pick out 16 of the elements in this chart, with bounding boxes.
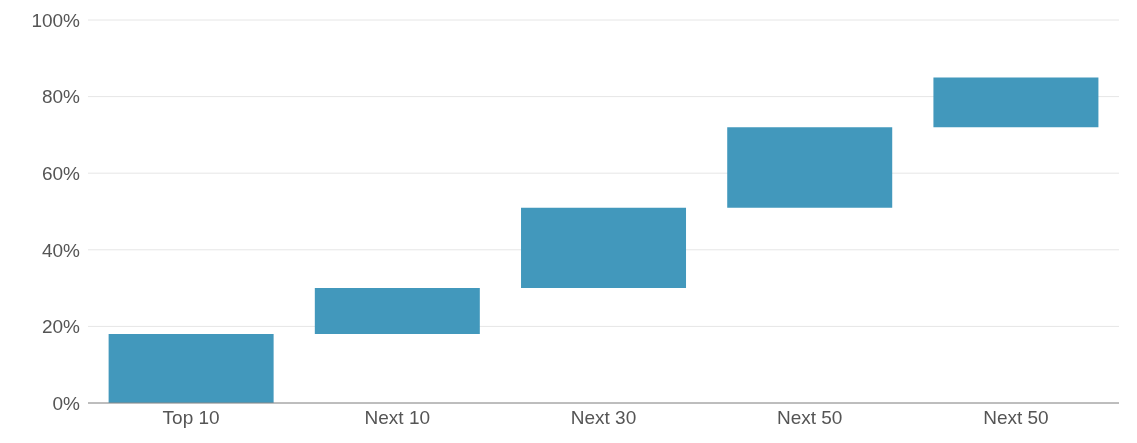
bar bbox=[108, 334, 274, 403]
bar bbox=[521, 207, 687, 289]
bar bbox=[727, 127, 893, 208]
x-tick-label: Top 10 bbox=[162, 407, 220, 429]
y-tick-label: 40% bbox=[41, 239, 81, 261]
y-tick-label: 60% bbox=[41, 162, 81, 184]
bar bbox=[314, 288, 480, 335]
x-tick-label: Next 30 bbox=[570, 407, 637, 429]
y-tick-label: 0% bbox=[52, 392, 81, 414]
y-tick-label: 20% bbox=[41, 316, 81, 338]
y-tick-label: 100% bbox=[31, 9, 81, 31]
x-tick-label: Next 50 bbox=[983, 407, 1049, 429]
bar bbox=[933, 77, 1099, 128]
x-tick-label: Next 50 bbox=[776, 407, 843, 429]
y-tick-label: 80% bbox=[41, 86, 81, 108]
x-tick-label: Next 10 bbox=[364, 407, 431, 429]
